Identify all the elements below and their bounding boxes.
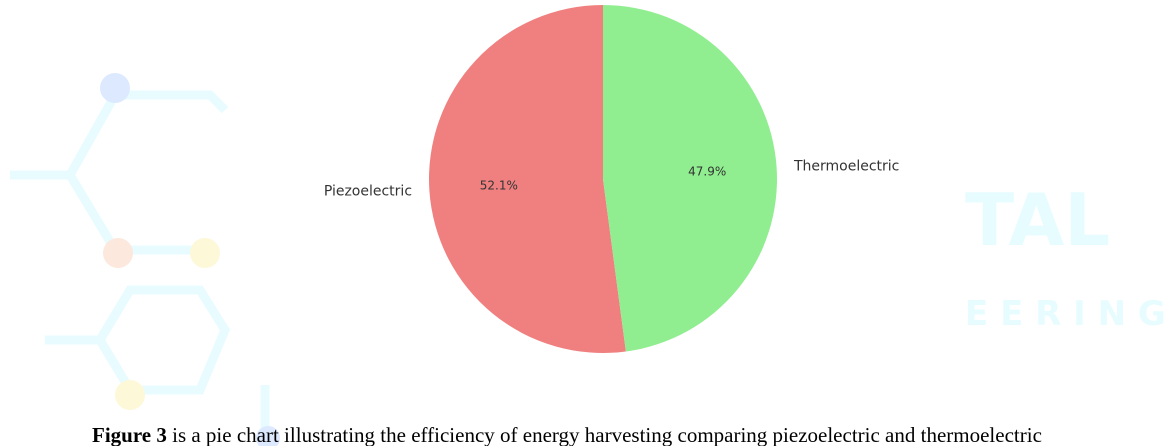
slice-percent: 52.1% (480, 178, 518, 192)
pie: Piezoelectric 52.1% Thermoelectric 47.9% (324, 4, 899, 353)
pie-slice (603, 5, 777, 352)
watermark-line (66, 172, 210, 255)
caption: Figure 3 is a pie chart illustrating the… (92, 423, 1042, 446)
caption-label: Figure 3 (92, 423, 167, 446)
slice-label: Thermoelectric (793, 158, 899, 174)
slice-percent: 47.9% (688, 165, 726, 179)
watermark-text: TAL (965, 178, 1110, 262)
watermark-dot (115, 380, 145, 410)
watermark-text: E E R I N G (965, 294, 1164, 334)
pie-slice (428, 4, 626, 353)
watermark-dot (190, 238, 220, 268)
watermark-dot (256, 426, 280, 446)
watermark-dot (100, 73, 130, 103)
watermark-line (45, 285, 231, 395)
watermark-dot (103, 238, 133, 268)
slice-label: Piezoelectric (324, 184, 412, 200)
watermark-line (10, 90, 229, 180)
caption-text: is a pie chart illustrating the efficien… (167, 423, 1042, 446)
